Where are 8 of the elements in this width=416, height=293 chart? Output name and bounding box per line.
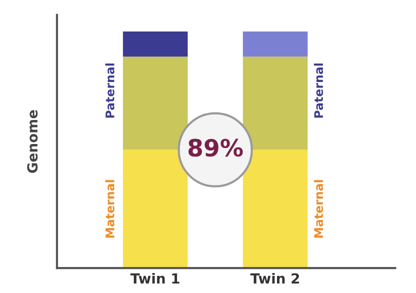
- annotation: Maternal: [105, 180, 114, 238]
- x-tick-label: Twin 2: [250, 272, 300, 284]
- annotation: Paternal: [105, 64, 114, 118]
- annotation: Paternal: [314, 64, 324, 118]
- y-axis-title: Genome: [27, 110, 38, 173]
- annotation: 89%: [188, 138, 243, 157]
- annotation: Maternal: [314, 180, 324, 238]
- x-tick-label: Twin 1: [130, 272, 180, 284]
